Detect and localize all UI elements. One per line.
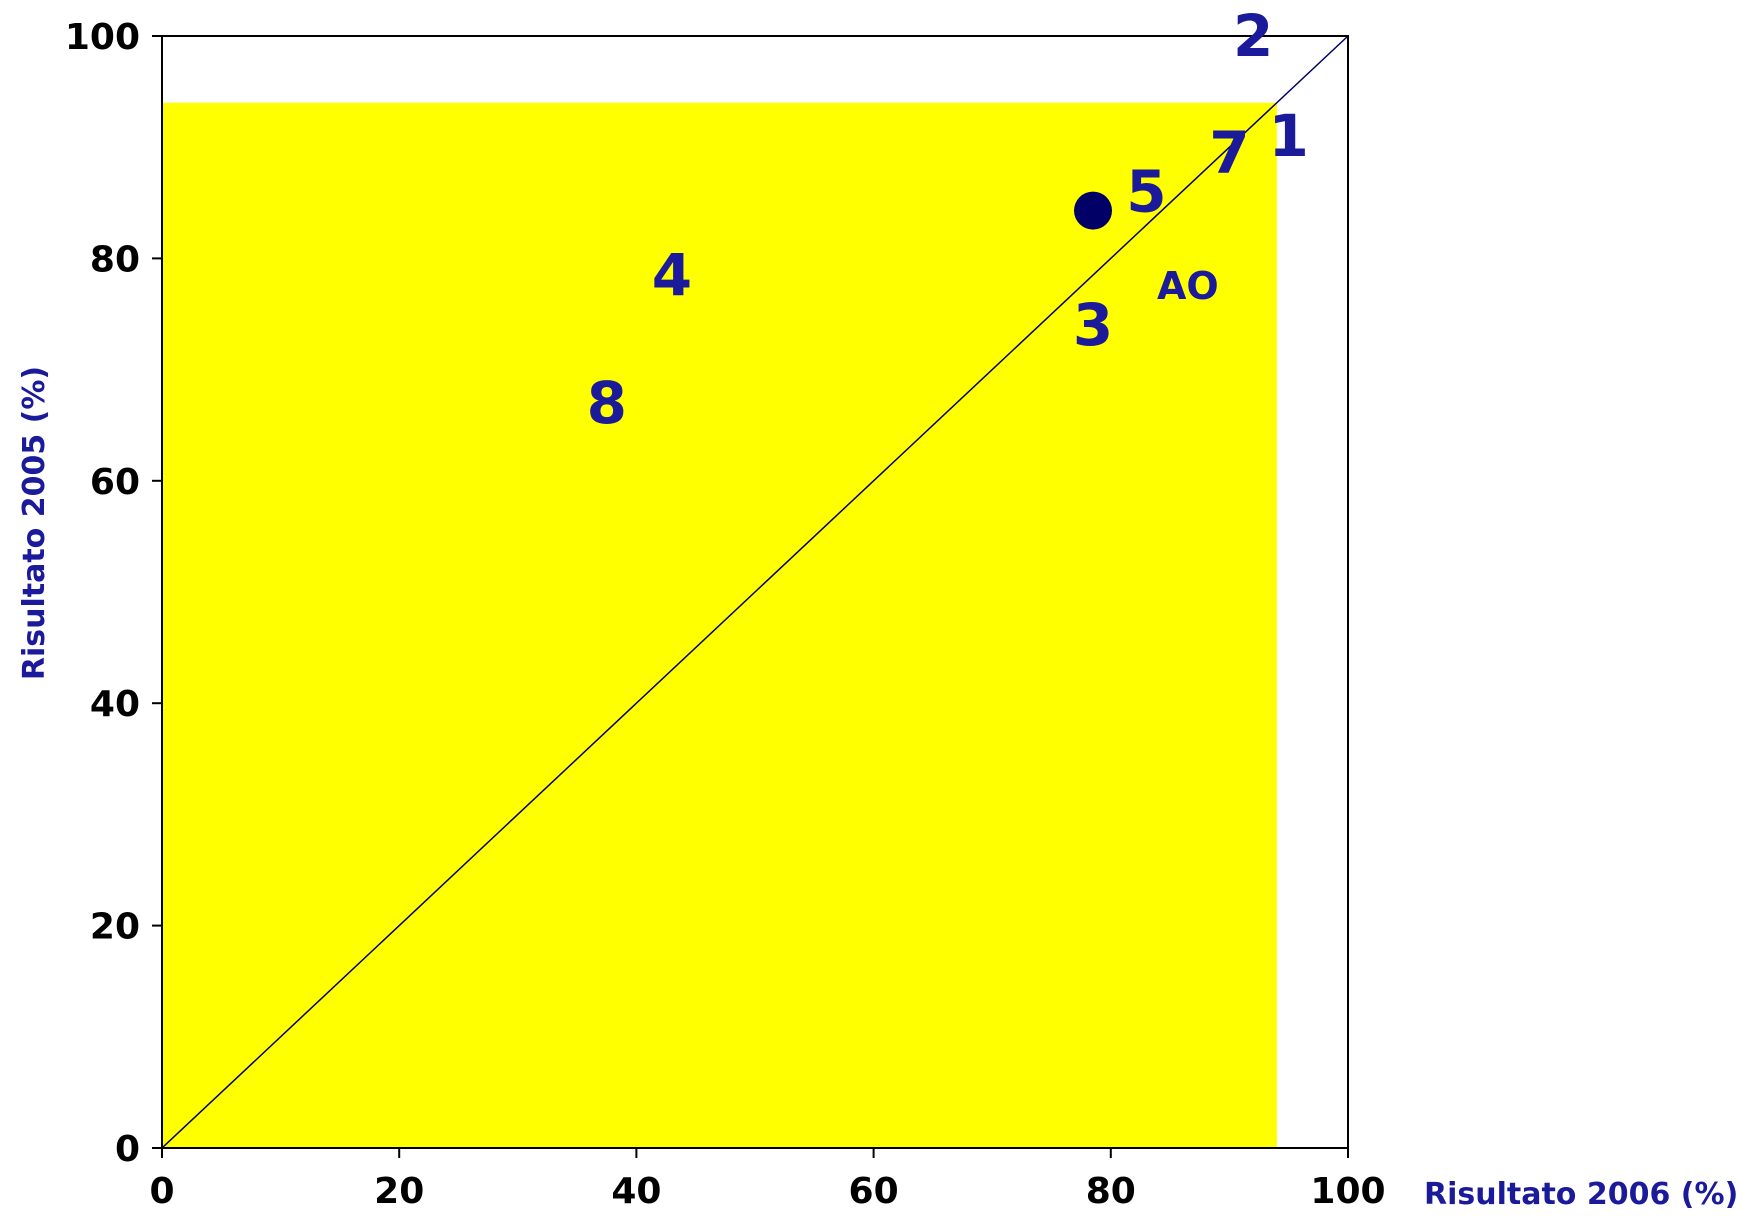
point-label-8: 8 — [587, 369, 627, 437]
y-tick-label: 20 — [90, 907, 140, 948]
point-label-3: 3 — [1073, 291, 1113, 359]
diagonal-line — [161, 35, 1349, 1149]
y-tick-label: 80 — [90, 239, 140, 280]
x-axis: 0 20 40 60 80 100 — [149, 1148, 1386, 1212]
point-label-1: 1 — [1269, 102, 1309, 170]
x-tick-label: 80 — [1086, 1171, 1136, 1212]
highlight-marker — [1074, 191, 1113, 230]
point-label-ao: AO — [1157, 264, 1219, 308]
y-tick-label: 100 — [65, 17, 140, 58]
point-label-4: 4 — [652, 241, 692, 309]
y-axis: 0 20 40 60 80 100 — [65, 17, 162, 1170]
plot-frame — [161, 35, 1349, 1149]
y-axis-title: Risultato 2005 (%) — [17, 366, 52, 680]
x-tick-label: 0 — [149, 1171, 174, 1212]
y-tick-label: 60 — [90, 462, 140, 503]
x-tick-label: 60 — [849, 1171, 899, 1212]
y-tick-label: 0 — [115, 1129, 140, 1170]
point-label-7: 7 — [1209, 119, 1249, 187]
y-tick-label: 40 — [90, 684, 140, 725]
x-tick-label: 40 — [611, 1171, 661, 1212]
x-tick-label: 100 — [1310, 1171, 1385, 1212]
x-axis-title: Risultato 2006 (%) — [1424, 1177, 1738, 1212]
point-label-5: 5 — [1126, 158, 1166, 226]
point-labels: 1 2 3 4 57 8 AO — [587, 2, 1309, 437]
point-label-2: 2 — [1233, 2, 1273, 70]
x-tick-label: 20 — [374, 1171, 424, 1212]
